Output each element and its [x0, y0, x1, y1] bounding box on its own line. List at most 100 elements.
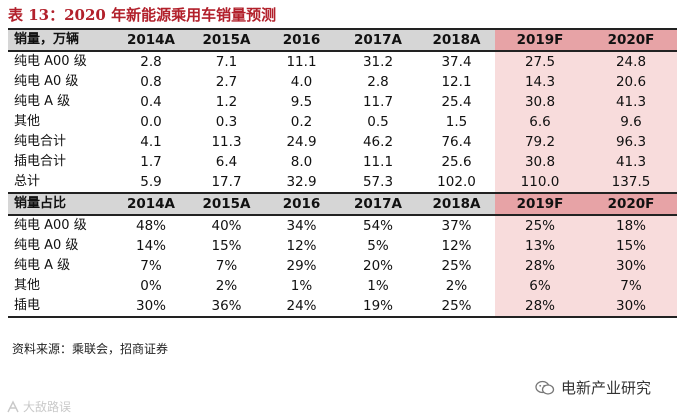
data-cell: 6% [495, 276, 585, 296]
data-cell: 41.3 [585, 152, 677, 172]
header-cell: 2015A [188, 193, 265, 216]
row-label: 其他 [14, 278, 41, 293]
table-row: 纯电 A0 级 14% 15% 12% 5% 12% 13% 15% [8, 236, 677, 256]
table-row: 纯电 A00 级 2.8 7.1 11.1 31.2 37.4 27.5 24.8 [8, 51, 677, 72]
data-cell: 40% [211, 218, 242, 234]
data-cell: 27.5 [495, 51, 585, 72]
data-cell: 30% [114, 296, 188, 318]
data-cell: 46.2 [362, 134, 394, 150]
table-row: 插电合计 1.7 6.4 8.0 11.1 25.6 30.8 41.3 [8, 152, 677, 172]
data-cell: 24.8 [585, 51, 677, 72]
header-cell: 2017A [338, 28, 418, 52]
data-cell: 110.0 [495, 172, 585, 194]
table-row: 纯电 A 级 0.4 1.2 9.5 11.7 25.4 30.8 41.3 [8, 92, 677, 112]
data-cell: 15% [211, 238, 242, 254]
data-cell: 20% [362, 258, 393, 274]
data-cell: 0% [140, 278, 162, 294]
table-row: 纯电 A 级 7% 7% 29% 20% 25% 28% 30% [8, 256, 677, 276]
row-label: 纯电 A 级 [14, 94, 71, 109]
data-cell: 20.6 [585, 72, 677, 92]
data-cell: 25% [495, 215, 585, 236]
data-cell: 1.5 [445, 114, 468, 130]
data-cell: 17.7 [188, 172, 265, 194]
table-row: 总计 5.9 17.7 32.9 57.3 102.0 110.0 137.5 [8, 172, 677, 194]
data-cell: 6.6 [495, 112, 585, 132]
data-cell: 19% [338, 296, 418, 318]
data-cell: 1.7 [140, 154, 162, 170]
table-title: 表 13：2020 年新能源乘用车销量预测 [8, 6, 277, 24]
row-label: 插电合计 [14, 154, 67, 169]
data-cell: 12% [441, 238, 472, 254]
header-cell: 销量占比 [8, 193, 114, 216]
row-label: 纯电 A 级 [14, 258, 71, 273]
data-cell: 2.8 [367, 74, 389, 90]
data-cell: 25% [441, 258, 472, 274]
data-cell: 48% [135, 218, 166, 234]
table-row: 纯电合计 4.1 11.3 24.9 46.2 76.4 79.2 96.3 [8, 132, 677, 152]
data-cell: 7% [140, 258, 162, 274]
row-label: 纯电 A0 级 [14, 74, 79, 89]
data-cell: 25.4 [441, 94, 472, 110]
table-row: 插电 30% 36% 24% 19% 25% 28% 30% [8, 296, 677, 318]
data-cell: 1% [367, 278, 389, 294]
data-cell: 24.9 [286, 134, 317, 150]
header-row: 销量，万辆 2014A 2015A 2016 2017A 2018A 2019F 2020F [8, 28, 677, 52]
data-cell: 4.0 [290, 74, 313, 90]
header-cell: 2014A [114, 28, 188, 52]
data-cell: 30% [585, 296, 677, 318]
data-cell: 14% [135, 238, 166, 254]
header-cell: 2018A [418, 28, 495, 52]
data-cell: 9.6 [585, 112, 677, 132]
row-label: 纯电合计 [14, 134, 67, 149]
data-cell: 24% [265, 296, 338, 318]
header-cell: 2019F [495, 28, 585, 52]
data-cell: 7% [585, 276, 677, 296]
data-cell: 5% [367, 238, 389, 254]
data-cell: 0.3 [215, 114, 238, 130]
data-cell: 0.8 [140, 74, 162, 90]
data-cell: 34% [286, 218, 317, 234]
row-label: 纯电 A00 级 [14, 54, 87, 69]
data-cell: 1% [290, 278, 313, 294]
data-cell: 12.1 [441, 74, 472, 90]
data-cell: 11.3 [211, 134, 242, 150]
brand-signature: 电新产业研究 [535, 377, 651, 398]
data-cell: 96.3 [585, 132, 677, 152]
header-cell: 2017A [338, 193, 418, 216]
data-cell: 2.8 [140, 54, 162, 70]
data-cell: 18% [585, 215, 677, 236]
data-cell: 57.3 [338, 172, 418, 194]
header-row: 销量占比 2014A 2015A 2016 2017A 2018A 2019F 2020F [8, 193, 677, 216]
data-cell: 41.3 [585, 92, 677, 112]
data-cell: 1.2 [215, 94, 238, 110]
data-cell: 13% [495, 236, 585, 256]
data-cell: 30.8 [495, 152, 585, 172]
data-cell: 15% [585, 236, 677, 256]
data-cell: 6.4 [215, 154, 238, 170]
header-cell: 销量，万辆 [8, 28, 114, 52]
row-label: 纯电 A0 级 [14, 238, 79, 253]
data-cell: 0.5 [367, 114, 389, 130]
row-label: 纯电 A00 级 [14, 218, 87, 233]
header-cell: 2016 [265, 28, 338, 52]
data-cell: 0.4 [140, 94, 162, 110]
data-cell: 36% [188, 296, 265, 318]
row-label: 插电 [8, 296, 114, 318]
data-cell: 11.7 [362, 94, 394, 110]
header-cell: 2019F [495, 193, 585, 216]
header-cell: 2014A [114, 193, 188, 216]
data-cell: 54% [362, 218, 393, 234]
data-cell: 11.1 [286, 54, 317, 70]
sales-table: 销量，万辆 2014A 2015A 2016 2017A 2018A 2019F 2020F 纯… [8, 28, 677, 318]
table-row: 纯电 A00 级 48% 40% 34% 54% 37% 25% 18% [8, 215, 677, 236]
data-cell: 2.7 [215, 74, 238, 90]
data-cell: 7.1 [215, 54, 238, 70]
data-cell: 79.2 [495, 132, 585, 152]
data-cell: 11.1 [362, 154, 394, 170]
data-cell: 25% [418, 296, 495, 318]
header-cell: 2020F [585, 193, 677, 216]
watermark-text: 大敌路误 [23, 400, 72, 414]
data-cell: 2% [445, 278, 468, 294]
header-cell: 2020F [585, 28, 677, 52]
row-label: 总计 [8, 172, 114, 194]
